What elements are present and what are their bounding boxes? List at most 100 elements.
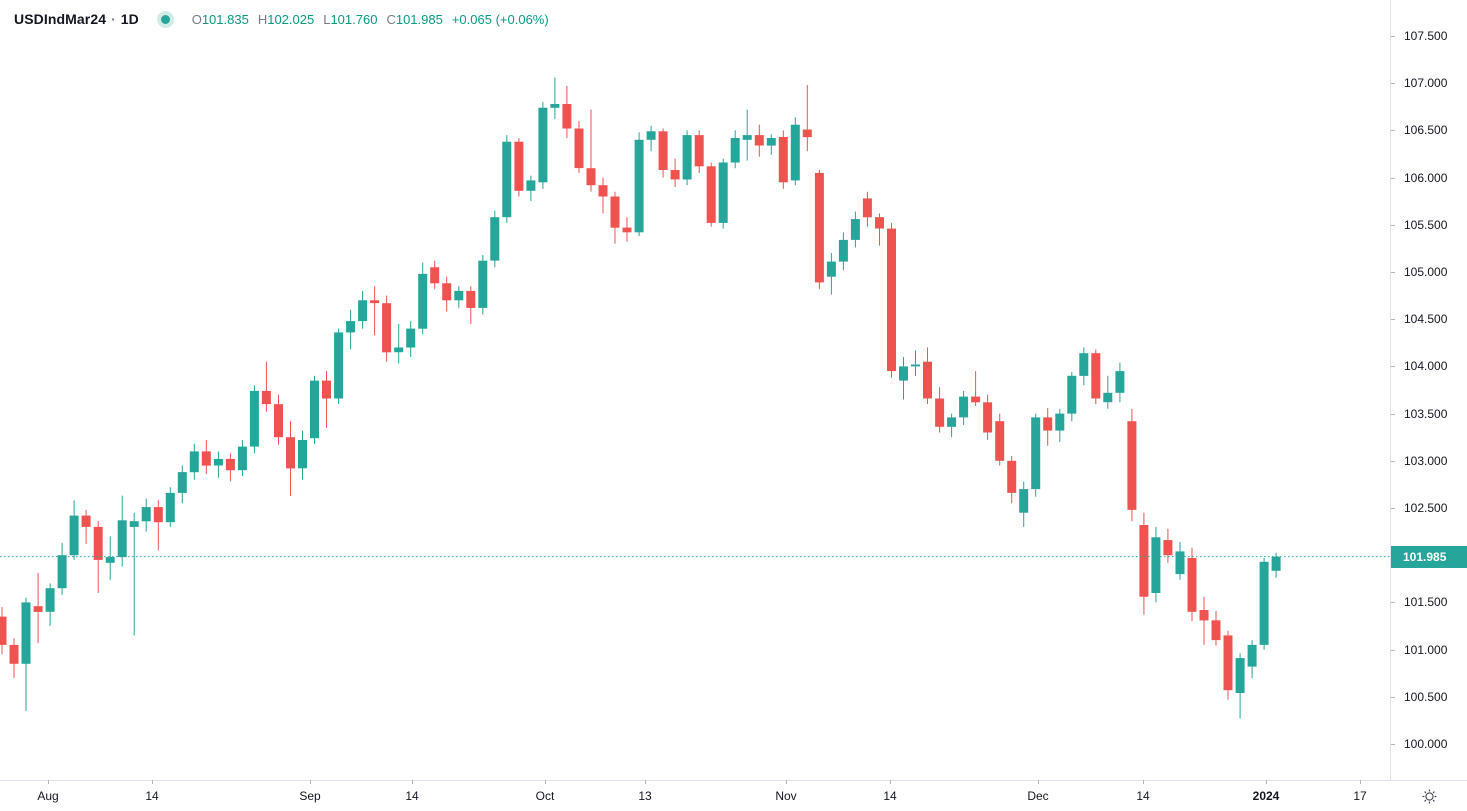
- price-axis-label: 106.500: [1404, 123, 1448, 138]
- candle: [261, 361, 271, 412]
- candle: [237, 440, 247, 476]
- candle: [9, 638, 19, 678]
- candle: [490, 210, 500, 268]
- price-axis-label: 103.500: [1404, 406, 1448, 421]
- candle: [21, 597, 31, 711]
- time-axis-label: Sep: [299, 789, 321, 803]
- candle: [310, 375, 319, 444]
- candle: [1019, 481, 1029, 527]
- candle: [502, 135, 512, 223]
- time-axis[interactable]: Aug 14 Sep 14 Oct 13 Nov 14 Dec 14 2024 17: [0, 780, 1467, 811]
- candle: [129, 512, 139, 636]
- candle: [478, 255, 488, 315]
- candle: [1199, 596, 1209, 645]
- price-axis-tick: [1391, 460, 1395, 462]
- price-axis-label: 104.000: [1404, 359, 1448, 374]
- candle: [81, 509, 91, 544]
- candle: [586, 109, 596, 192]
- price-axis-label: 100.500: [1404, 689, 1448, 704]
- candle: [538, 102, 548, 189]
- candle: [610, 191, 620, 244]
- candle: [887, 222, 896, 378]
- candle: [1091, 349, 1101, 405]
- price-axis-tick: [1391, 508, 1395, 509]
- time-axis-border: [0, 780, 1467, 781]
- price-axis-label: 101.000: [1404, 642, 1448, 657]
- candle: [802, 85, 812, 152]
- candle: [1115, 362, 1125, 403]
- candle: [213, 451, 223, 478]
- candle: [826, 253, 836, 295]
- symbol-name[interactable]: USDIndMar24: [14, 11, 107, 27]
- symbol-interval-separator: ·: [111, 11, 116, 27]
- price-axis-tick: [1391, 696, 1395, 698]
- price-axis-tick: [1391, 36, 1395, 37]
- candle: [1271, 552, 1281, 578]
- price-axis-label: 106.000: [1404, 170, 1448, 185]
- candle: [1079, 347, 1089, 386]
- candle: [959, 390, 969, 425]
- candle: [670, 158, 680, 187]
- candle: [911, 350, 920, 376]
- price-axis-tick: [1391, 413, 1395, 415]
- price-axis-tick: [1391, 130, 1395, 132]
- candle: [899, 357, 908, 400]
- candle: [69, 500, 79, 560]
- candle: [225, 453, 235, 482]
- candle: [442, 276, 452, 312]
- candle: [1043, 407, 1053, 446]
- candle: [45, 583, 55, 626]
- candle: [1151, 526, 1161, 603]
- axis-settings-button[interactable]: [1391, 781, 1467, 811]
- candle: [165, 487, 175, 527]
- current-price-badge: 101.985: [1391, 545, 1467, 568]
- candle: [1187, 547, 1197, 622]
- candle: [189, 443, 199, 480]
- price-axis-label: 103.000: [1404, 453, 1448, 468]
- price-axis-tick: [1391, 272, 1395, 273]
- interval-label[interactable]: 1D: [120, 11, 139, 27]
- current-price-value: 101.985: [1403, 549, 1447, 564]
- candle: [1175, 542, 1185, 580]
- candle: [947, 413, 957, 438]
- price-axis-tick: [1391, 649, 1395, 651]
- time-axis-tick: [890, 780, 891, 784]
- time-axis-tick: [786, 780, 787, 784]
- market-status-dot-icon[interactable]: [156, 10, 174, 28]
- time-axis-label: 14: [405, 789, 419, 803]
- price-axis[interactable]: 107.500 107.000 106.500 106.000 105.500 105.0…: [1391, 0, 1467, 780]
- candle: [622, 217, 632, 242]
- candle: [177, 465, 187, 504]
- candle: [574, 121, 584, 173]
- candle: [93, 521, 103, 593]
- time-axis-tick: [1038, 780, 1039, 784]
- candle: [322, 371, 331, 428]
- candle: [682, 130, 692, 186]
- time-axis-tick: [545, 780, 546, 784]
- time-axis-tick: [48, 780, 49, 784]
- candle: [1067, 372, 1077, 422]
- price-axis-tick: [1391, 224, 1395, 226]
- candle: [1031, 413, 1041, 497]
- price-axis-label: 101.500: [1404, 595, 1448, 610]
- candle: [1211, 610, 1221, 646]
- candle: [298, 430, 307, 480]
- candle: [0, 607, 7, 655]
- time-axis-tick: [1360, 780, 1361, 784]
- candle: [850, 211, 860, 248]
- candle: [598, 177, 608, 214]
- candle: [1223, 630, 1233, 700]
- symbol-header[interactable]: USDIndMar24 · 1D O101.835 H102.025 L101.76…: [14, 8, 549, 30]
- price-axis-label: 100.000: [1404, 737, 1448, 751]
- candle: [718, 158, 728, 229]
- ohlc-segment: H102.025: [257, 11, 315, 27]
- candle: [286, 421, 295, 496]
- price-axis-label: 107.500: [1404, 29, 1448, 43]
- candle: [358, 290, 368, 329]
- time-axis-label: Dec: [1027, 789, 1049, 803]
- time-axis-label: 17: [1353, 789, 1367, 803]
- candle: [983, 394, 993, 440]
- price-axis-label: 104.500: [1404, 312, 1448, 327]
- candle: [201, 440, 211, 474]
- candlestick-plot[interactable]: [0, 0, 1390, 780]
